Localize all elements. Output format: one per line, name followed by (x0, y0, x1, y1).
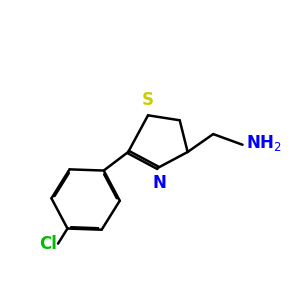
Text: Cl: Cl (39, 235, 56, 253)
Text: NH$_2$: NH$_2$ (246, 133, 282, 153)
Text: S: S (142, 91, 154, 109)
Text: N: N (152, 174, 166, 192)
